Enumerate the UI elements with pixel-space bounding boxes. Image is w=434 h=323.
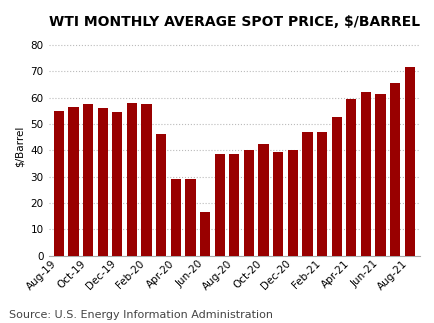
Bar <box>156 134 166 255</box>
Bar <box>345 99 355 255</box>
Y-axis label: $/Barrel: $/Barrel <box>15 126 25 167</box>
Bar <box>53 111 64 255</box>
Bar <box>83 104 93 255</box>
Bar <box>126 103 137 255</box>
Bar <box>229 154 239 255</box>
Bar <box>316 132 326 255</box>
Bar <box>214 154 224 255</box>
Bar <box>200 212 210 255</box>
Bar <box>287 150 297 255</box>
Bar <box>360 92 370 255</box>
Bar <box>389 83 399 255</box>
Bar <box>112 112 122 255</box>
Bar <box>68 107 79 255</box>
Bar <box>141 104 151 255</box>
Bar <box>97 108 108 255</box>
Bar <box>185 179 195 255</box>
Bar <box>375 94 385 255</box>
Bar <box>243 150 253 255</box>
Bar <box>302 132 312 255</box>
Bar <box>258 144 268 255</box>
Bar <box>404 68 414 255</box>
Bar <box>170 179 181 255</box>
Text: Source: U.S. Energy Information Administration: Source: U.S. Energy Information Administ… <box>9 310 272 320</box>
Bar <box>273 151 283 255</box>
Title: WTI MONTHLY AVERAGE SPOT PRICE, $/BARREL: WTI MONTHLY AVERAGE SPOT PRICE, $/BARREL <box>49 15 419 29</box>
Bar <box>331 117 341 255</box>
